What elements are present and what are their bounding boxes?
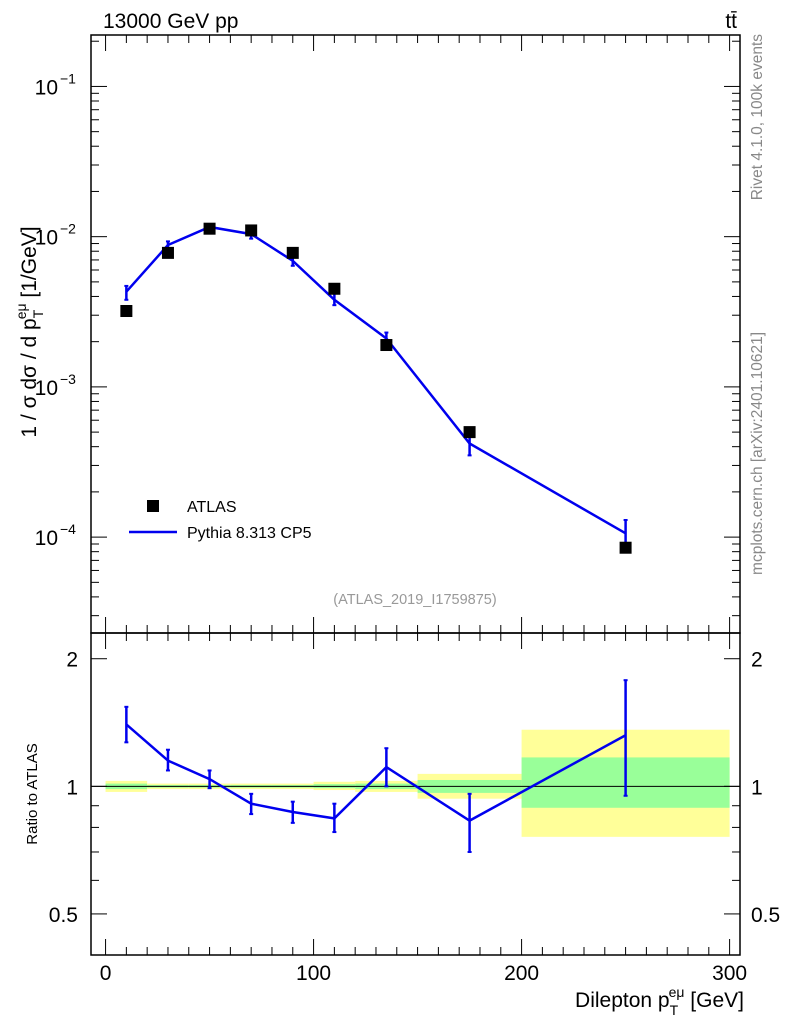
main-ylabel: 1 / σ dσ / d pTeμ [1/GeV] [13,226,46,437]
main-data-point [463,426,476,439]
analysis-label: (ATLAS_2019_I1759875) [333,592,496,608]
mcplots-label: mcplots.cern.ch [arXiv:2401.10621] [749,332,766,575]
legend-label-atlas: ATLAS [187,499,237,516]
x-tick-label: 0 [100,962,112,985]
main-ytick-exponent: −4 [60,521,76,537]
xlabel-superscript: eμ [669,984,685,1000]
ratio-ytick-label: 0.5 [49,904,78,927]
ylabel-superscript: eμ [13,303,29,319]
main-ytick-label: 10 [35,527,58,550]
rivet-version-label: Rivet 4.1.0, 100k events [749,34,766,201]
ratio-ytick-label-right: 0.5 [751,904,780,927]
main-ytick-exponent: −3 [60,371,76,387]
ratio-frame [90,632,741,956]
main-data-point [619,541,632,554]
main-mc-line [125,225,627,535]
legend: ATLAS Pythia 8.313 CP5 [129,499,312,542]
x-tick-label: 300 [712,962,747,985]
ratio-ytick-label: 1 [66,776,78,799]
main-ytick-exponent: −2 [60,221,76,237]
main-ytick-label: 10 [35,76,58,99]
ratio-ytick-label-right: 2 [751,649,763,672]
ratio-ytick-label: 2 [66,649,78,672]
main-ytick-label: 10 [35,377,58,400]
main-ytick-exponent: −1 [60,70,76,86]
ratio-ytick-label-right: 1 [751,776,763,799]
main-data-point [120,305,133,318]
process-label: tt̄ [725,10,737,33]
main-data-point [380,339,393,352]
x-tick-label: 100 [296,962,331,985]
main-data-point [245,224,258,237]
main-data-point [328,282,341,295]
energy-label: 13000 GeV pp [103,10,238,33]
legend-marker-atlas [147,500,159,512]
main-frame [90,34,741,634]
x-tick-label: 200 [504,962,539,985]
main-ytick-label: 10 [35,227,58,250]
main-data-point [286,246,299,259]
main-data-point [203,222,216,235]
ratio-ylabel: Ratio to ATLAS [24,743,41,844]
legend-label-pythia: Pythia 8.313 CP5 [187,525,312,542]
main-data-point [161,246,174,259]
x-axis-label: Dilepton pTeμ [GeV] [575,984,744,1018]
